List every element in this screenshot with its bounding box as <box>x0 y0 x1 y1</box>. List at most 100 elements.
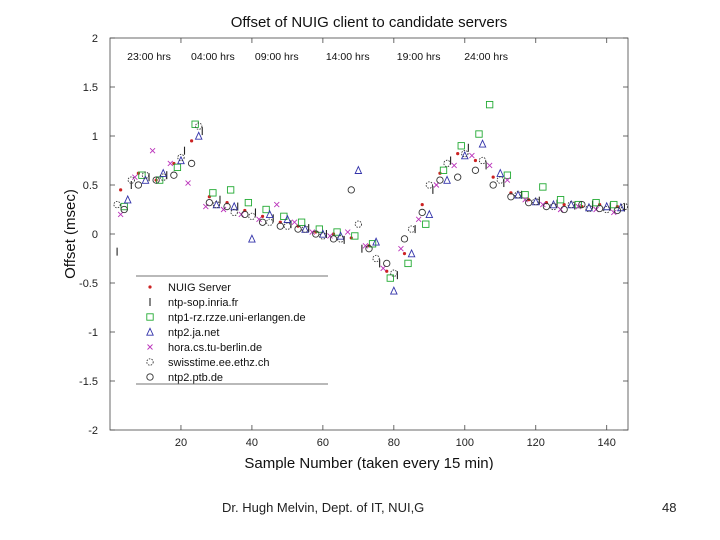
data-point-series-6 <box>223 202 231 211</box>
x-tick-label: 80 <box>388 437 400 449</box>
data-point-series-3 <box>567 199 576 209</box>
data-point-series-2 <box>610 200 618 209</box>
y-tick-label: -0.5 <box>79 278 98 290</box>
data-point-series-5 <box>549 202 558 211</box>
data-point-series-0 <box>119 188 123 192</box>
data-point-series-3 <box>372 237 381 246</box>
data-point-series-3 <box>407 248 416 258</box>
data-point-series-5 <box>127 176 135 184</box>
data-point-series-4 <box>469 152 475 159</box>
data-point-series-5 <box>195 122 203 130</box>
data-point-series-4 <box>273 201 280 208</box>
data-point-series-4 <box>327 233 333 239</box>
data-point-series-5 <box>603 205 611 214</box>
y-tick-label: 2 <box>92 33 98 45</box>
data-point-series-2 <box>521 191 529 199</box>
data-point-series-5 <box>461 149 469 158</box>
data-point-series-6 <box>120 205 128 214</box>
data-point-series-2 <box>156 176 164 184</box>
time-annotation: 23:00 hrs <box>127 51 171 63</box>
data-point-series-2 <box>209 189 217 197</box>
data-point-series-4 <box>610 209 617 216</box>
data-point-series-2 <box>351 232 359 240</box>
data-point-series-5 <box>177 153 185 162</box>
data-point-series-5 <box>266 218 274 226</box>
data-point-series-2 <box>226 186 235 194</box>
slide-footer-text: Dr. Hugh Melvin, Dept. of IT, NUI,G <box>222 500 425 515</box>
data-point-series-0 <box>420 203 424 207</box>
data-point-series-5 <box>425 181 433 189</box>
time-annotation: 19:00 hrs <box>397 51 441 63</box>
data-point-series-4 <box>117 211 124 218</box>
data-point-series-2 <box>539 183 547 191</box>
data-point-series-6 <box>578 200 586 209</box>
data-point-series-5 <box>532 198 540 206</box>
y-tick-label: -1.5 <box>79 376 98 388</box>
legend-marker-0 <box>148 285 152 289</box>
data-point-series-4 <box>185 180 191 186</box>
data-point-series-5 <box>319 232 327 240</box>
data-point-series-6 <box>542 202 551 211</box>
x-tick-label: 100 <box>456 437 474 449</box>
legend-marker-2 <box>146 313 154 321</box>
data-point-series-6 <box>471 166 480 174</box>
data-point-series-4 <box>220 206 227 213</box>
data-point-series-5 <box>390 269 398 277</box>
data-point-series-3 <box>425 209 434 219</box>
data-point-series-3 <box>602 201 611 211</box>
data-point-series-0 <box>562 203 566 207</box>
data-point-series-2 <box>262 205 270 214</box>
data-point-series-6 <box>595 204 604 213</box>
data-point-series-2 <box>574 200 582 209</box>
data-point-series-6 <box>312 230 320 238</box>
data-point-series-2 <box>315 225 323 233</box>
data-point-series-3 <box>496 168 505 177</box>
data-point-series-2 <box>485 100 494 109</box>
legend-label-1: ntp-sop.inria.fr <box>168 297 239 309</box>
data-point-series-2 <box>297 218 306 226</box>
slide-page-number: 48 <box>662 500 677 515</box>
x-tick-label: 140 <box>598 437 616 449</box>
legend-label-2: ntp1-rz.rzze.uni-erlangen.de <box>168 312 306 324</box>
legend-label-0: NUIG Server <box>168 282 231 294</box>
data-point-series-2 <box>368 240 377 248</box>
data-point-series-0 <box>190 139 194 143</box>
data-point-series-6 <box>347 186 355 194</box>
data-point-series-0 <box>473 158 478 163</box>
data-point-series-3 <box>460 150 469 160</box>
data-point-series-2 <box>173 163 182 172</box>
x-axis-label: Sample Number (taken every 15 min) <box>244 455 493 470</box>
data-point-series-3 <box>194 131 203 140</box>
y-tick-label: 1 <box>92 131 98 143</box>
data-point-series-5 <box>354 220 363 228</box>
data-point-series-5 <box>113 200 121 209</box>
data-point-series-6 <box>276 222 284 230</box>
data-point-series-4 <box>167 160 174 167</box>
data-point-series-3 <box>123 194 132 204</box>
legend-label-5: swisstime.ee.ethz.ch <box>168 357 269 369</box>
data-point-series-5 <box>478 156 487 165</box>
data-point-series-5 <box>141 171 150 179</box>
data-point-series-6 <box>454 173 462 181</box>
data-point-series-4 <box>344 229 351 235</box>
data-point-series-5 <box>407 225 416 233</box>
y-tick-label: -1 <box>88 327 98 339</box>
data-point-series-4 <box>291 219 298 226</box>
data-point-series-2 <box>120 202 128 211</box>
data-point-series-2 <box>439 166 448 174</box>
data-point-series-6 <box>241 210 249 219</box>
data-point-series-4 <box>398 245 404 252</box>
data-point-series-3 <box>230 201 239 211</box>
data-point-series-3 <box>265 209 274 219</box>
data-point-series-5 <box>496 176 504 184</box>
data-point-series-6 <box>383 259 391 268</box>
data-point-series-5 <box>620 202 629 211</box>
data-point-series-4 <box>415 216 422 223</box>
y-axis-label: Offset (msec) <box>62 189 79 279</box>
data-point-series-5 <box>585 204 593 213</box>
data-point-series-6 <box>294 225 302 233</box>
data-point-series-3 <box>301 224 310 233</box>
data-point-series-4 <box>433 182 440 188</box>
data-point-series-4 <box>309 229 316 235</box>
data-point-series-2 <box>138 171 146 179</box>
